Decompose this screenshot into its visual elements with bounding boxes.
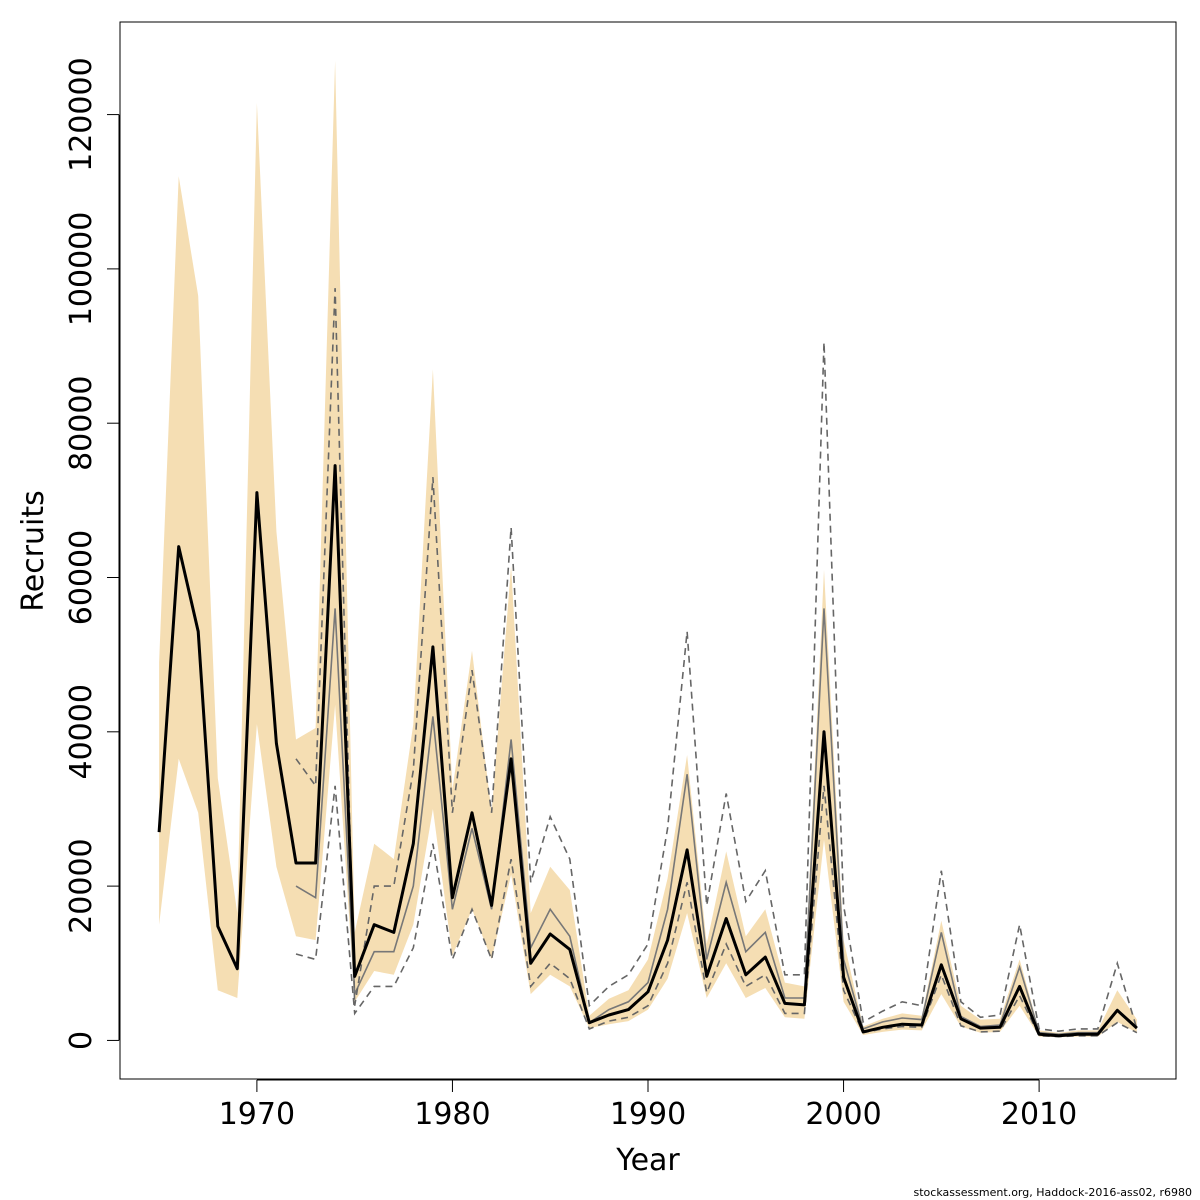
y-axis: 0 20000 40000 60000 80000 100000 120000: [64, 57, 120, 1050]
estimate-layer: [157, 464, 1138, 1038]
estimate-line: [157, 464, 1138, 1038]
y-tick-label: 40000: [64, 684, 99, 779]
y-tick-label: 60000: [64, 530, 99, 625]
y-tick-label: 20000: [64, 838, 99, 933]
x-axis-label: Year: [615, 1143, 680, 1178]
retrospective-lower-dashed-line: [295, 785, 1138, 1038]
x-tick-label: 1990: [610, 1097, 686, 1132]
y-tick-label: 0: [64, 1031, 99, 1050]
confidence-band-layer: [159, 60, 1137, 1038]
y-axis-label: Recruits: [16, 490, 51, 612]
footer-credit: stockassessment.org, Haddock-2016-ass02,…: [914, 1186, 1193, 1199]
x-tick-label: 1970: [219, 1097, 295, 1132]
x-axis: 1970 1980 1990 2000 2010: [219, 1079, 1077, 1132]
x-tick-label: 2010: [1001, 1097, 1077, 1132]
x-tick-label: 2000: [805, 1097, 881, 1132]
y-tick-label: 100000: [64, 212, 99, 327]
retrospective-line: [295, 608, 1138, 1036]
retrospective-layer: [295, 288, 1138, 1038]
confidence-band: [159, 60, 1137, 1038]
y-tick-label: 80000: [64, 375, 99, 470]
y-tick-label: 120000: [64, 57, 99, 172]
plot-frame: [119, 21, 1177, 1080]
x-tick-label: 1980: [414, 1097, 490, 1132]
